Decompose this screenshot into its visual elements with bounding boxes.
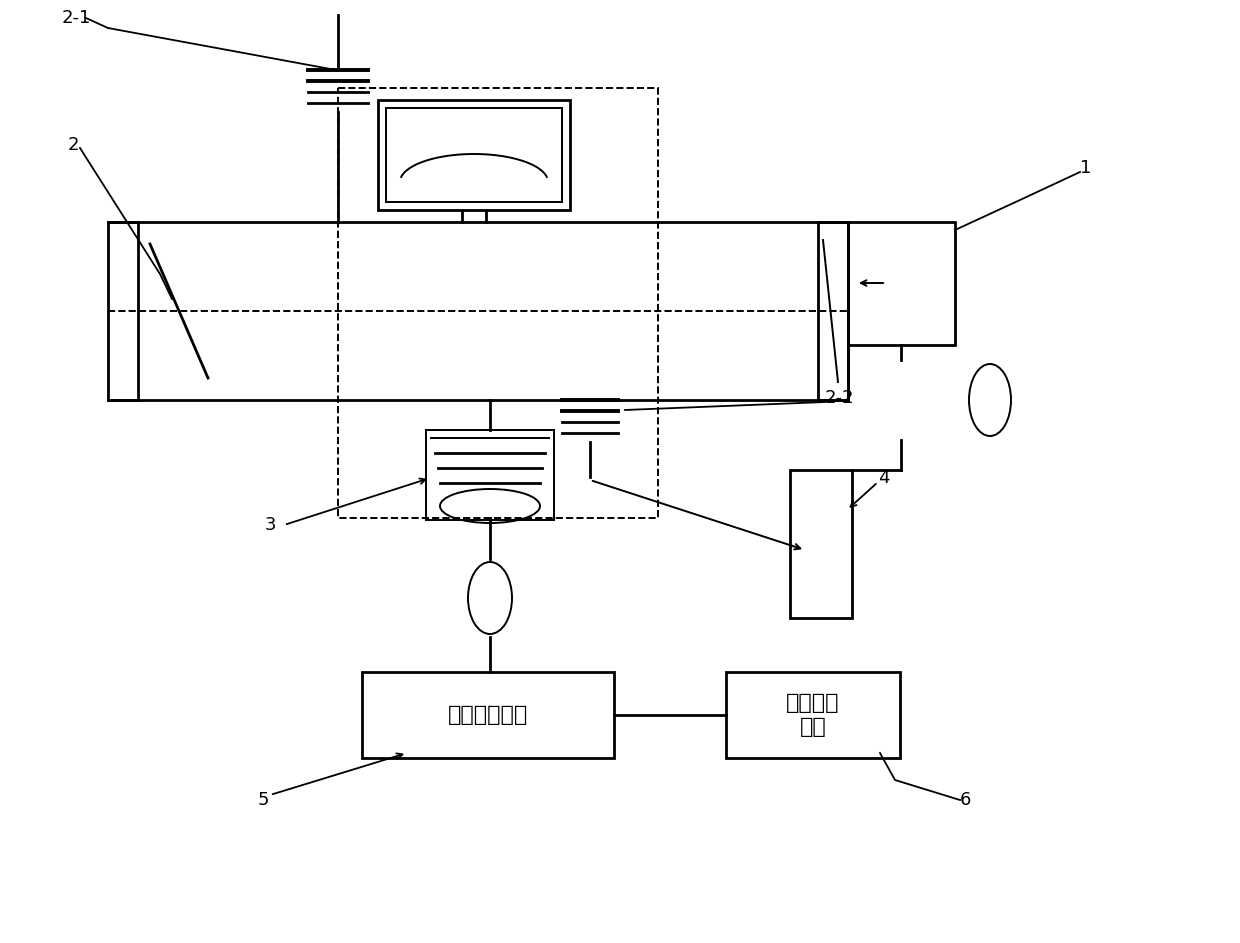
Text: 1: 1 [1080,159,1091,177]
Text: 6: 6 [960,791,971,809]
Text: 4: 4 [878,469,889,487]
Text: 信号解调模块: 信号解调模块 [448,705,528,725]
Text: 2: 2 [68,136,79,154]
Text: 3: 3 [265,516,277,534]
Text: 5: 5 [258,791,269,809]
Text: 信号处理
单元: 信号处理 单元 [786,693,839,736]
Text: 2-2: 2-2 [825,389,854,407]
Text: 2-1: 2-1 [62,9,92,27]
